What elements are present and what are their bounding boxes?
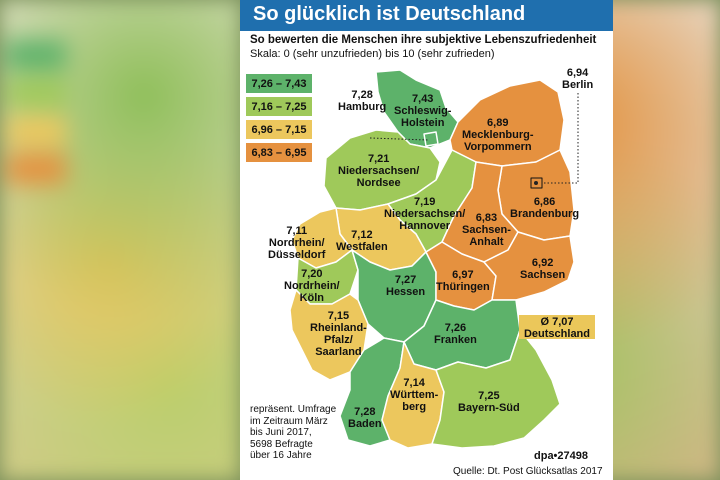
label-franken: 7,26 Franken [434,322,477,346]
page-title: So glücklich ist Deutschland [253,3,526,25]
label-niedersachsen-hannover: 7,19 Niedersachsen/ Hannover [384,196,466,232]
legend-item: 6,83 – 6,95 [246,143,312,162]
label-sachsen: 6,92 Sachsen [520,257,566,281]
blurred-background-left [0,0,240,480]
legend-item: 6,96 – 7,15 [246,120,312,139]
hamburg-leader-line [369,137,429,141]
region-bayern-sued [431,329,561,449]
source-label: Quelle: Dt. Post Glücksatlas 2017 [453,466,603,477]
region-wuerttemberg [381,341,445,449]
label-rheinland-pfalz-saarland: 7,15 Rheinland- Pfalz/ Saarland [310,310,367,358]
label-niedersachsen-nordsee: 7,21 Niedersachsen/ Nordsee [338,153,420,189]
average-badge: Ø 7,07 Deutschland [519,315,595,340]
legend-item: 7,16 – 7,25 [246,97,312,116]
label-baden: 7,28 Baden [348,406,382,430]
survey-note: repräsent. Umfrage im Zeitraum März bis … [250,404,337,461]
label-brandenburg: 6,86 Brandenburg [510,196,580,220]
berlin-dot [534,181,538,185]
germany-map [289,69,579,449]
label-nordrhein-koeln: 7,20 Nordrhein/ Köln [284,268,340,304]
label-nordrhein-duesseldorf: 7,11 Nordrhein/ Düsseldorf [268,225,326,261]
label-hamburg: 7,28 Hamburg [338,89,387,113]
label-sachsen-anhalt: 6,83 Sachsen- Anhalt [462,212,511,248]
credit-label: dpa•27498 [534,450,588,462]
label-wuerttemberg: 7,14 Württem- berg [390,377,439,413]
label-schleswig-holstein: 7,43 Schleswig- Holstein [394,93,452,129]
title-bar: So glücklich ist Deutschland [240,0,613,31]
label-hessen: 7,27 Hessen [386,274,426,298]
infographic-card: So glücklich ist Deutschland So bewerten… [240,0,613,480]
label-bayern-sued: 7,25 Bayern-Süd [458,390,520,414]
region-hamburg [423,131,439,147]
legend-item: 7,26 – 7,43 [246,74,312,93]
blurred-legend [6,40,66,192]
scale-note: Skala: 0 (sehr unzufrieden) bis 10 (sehr… [250,48,495,60]
label-thueringen: 6,97 Thüringen [436,269,490,293]
label-mecklenburg-vorpommern: 6,89 Mecklenburg- Vorpommern [462,117,534,153]
label-berlin: 6,94 Berlin [562,67,594,91]
label-westfalen: 7,12 Westfalen [336,229,388,253]
subtitle: So bewerten die Menschen ihre subjektive… [250,34,597,46]
region-sachsen [483,231,575,301]
